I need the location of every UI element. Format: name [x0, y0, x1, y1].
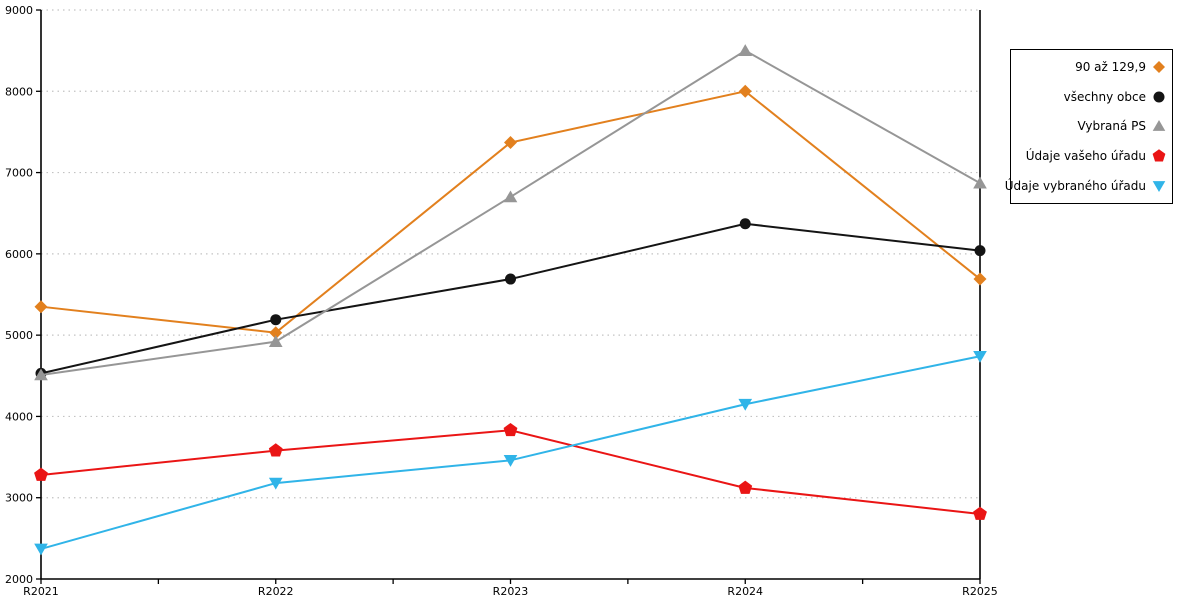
legend-item-label: všechny obce — [1063, 89, 1146, 104]
marker-series-1 — [270, 314, 282, 326]
legend-item: 90 až 129,9 — [1011, 60, 1172, 74]
marker-series-0 — [34, 300, 48, 314]
x-tick-label: R2022 — [258, 585, 294, 598]
series-line-1 — [40, 222, 981, 375]
marker-series-1 — [505, 273, 516, 285]
series-line-3 — [40, 429, 981, 515]
legend: 90 až 129,9 všechny obce Vybraná PS Údaje v… — [1005, 49, 1173, 204]
pentagon-marker-shape — [1152, 149, 1166, 162]
x-tick-label: R2021 — [23, 585, 59, 598]
circle-marker-icon — [1153, 91, 1165, 103]
legend-item-label: 90 až 129,9 — [1075, 59, 1146, 74]
marker-series-3 — [738, 480, 753, 494]
y-tick-label: 7000 — [5, 167, 33, 180]
legend-item-label: Údaje vybraného úřadu — [1004, 179, 1146, 194]
marker-series-4 — [34, 543, 48, 556]
y-tick-label: 5000 — [5, 329, 33, 342]
marker-series-0 — [973, 272, 987, 286]
marker-series-3 — [34, 467, 48, 481]
legend-item: Vybraná PS — [1011, 119, 1172, 133]
y-tick-label: 2000 — [5, 573, 33, 586]
pentagon-marker-icon — [1152, 149, 1166, 162]
diamond-marker-icon — [1153, 60, 1165, 73]
marker-series-0 — [738, 84, 752, 98]
y-tick-label: 8000 — [5, 85, 33, 98]
diamond-marker-shape — [1153, 60, 1165, 73]
x-tick-label: R2025 — [962, 585, 998, 598]
marker-series-3 — [973, 506, 987, 520]
marker-series-2 — [34, 368, 48, 381]
marker-series-4 — [503, 454, 518, 467]
y-tick-label: 3000 — [5, 492, 33, 505]
triangle-up-marker-icon — [1152, 120, 1166, 132]
legend-item: Údaje vašeho úřadu — [1011, 149, 1172, 163]
x-tick-label: R2023 — [493, 585, 529, 598]
triangle-up-marker-shape — [1152, 120, 1166, 132]
marker-series-2 — [738, 44, 753, 56]
circle-marker-shape — [1153, 91, 1165, 103]
y-tick-label: 4000 — [5, 410, 33, 423]
legend-item-label: Vybraná PS — [1077, 119, 1146, 134]
marker-series-0 — [504, 135, 517, 149]
marker-series-4 — [973, 350, 987, 363]
marker-series-2 — [973, 176, 987, 189]
marker-series-4 — [268, 477, 283, 490]
marker-series-3 — [503, 422, 518, 437]
marker-series-1 — [739, 218, 751, 230]
y-tick-label: 9000 — [5, 4, 33, 17]
legend-item-label: Údaje vašeho úřadu — [1025, 149, 1146, 164]
marker-series-4 — [738, 398, 753, 411]
series-line-4 — [40, 355, 981, 550]
triangle-down-marker-shape — [1152, 181, 1166, 193]
series-line-0 — [40, 90, 981, 334]
y-tick-label: 6000 — [5, 248, 33, 261]
triangle-down-marker-icon — [1152, 181, 1166, 193]
marker-series-2 — [503, 190, 518, 203]
marker-series-3 — [268, 443, 283, 457]
legend-item: Údaje vybraného úřadu — [1005, 179, 1172, 193]
marker-series-0 — [269, 326, 283, 340]
legend-item: všechny obce — [1011, 90, 1172, 104]
series-line-2 — [40, 49, 981, 376]
marker-series-1 — [974, 245, 986, 257]
x-tick-label: R2024 — [727, 585, 763, 598]
marker-series-2 — [268, 335, 283, 347]
